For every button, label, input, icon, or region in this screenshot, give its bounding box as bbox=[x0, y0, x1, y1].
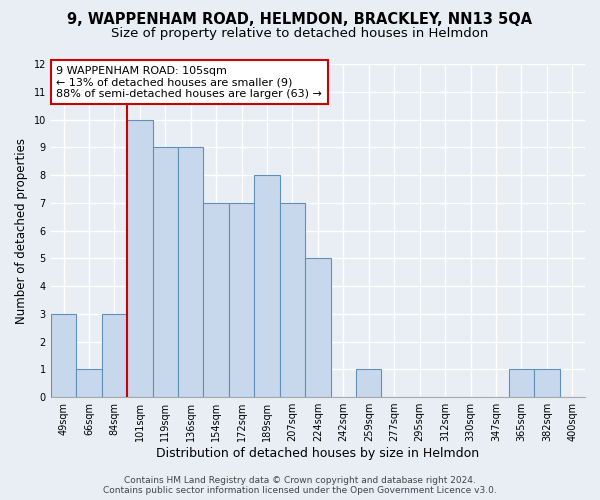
Bar bbox=[178, 148, 203, 397]
Bar bbox=[280, 203, 305, 397]
Bar bbox=[152, 148, 178, 397]
Bar bbox=[534, 370, 560, 397]
Text: 9 WAPPENHAM ROAD: 105sqm
← 13% of detached houses are smaller (9)
88% of semi-de: 9 WAPPENHAM ROAD: 105sqm ← 13% of detach… bbox=[56, 66, 322, 99]
Bar bbox=[101, 314, 127, 397]
X-axis label: Distribution of detached houses by size in Helmdon: Distribution of detached houses by size … bbox=[157, 447, 479, 460]
Bar bbox=[76, 370, 101, 397]
Text: 9, WAPPENHAM ROAD, HELMDON, BRACKLEY, NN13 5QA: 9, WAPPENHAM ROAD, HELMDON, BRACKLEY, NN… bbox=[67, 12, 533, 28]
Bar bbox=[203, 203, 229, 397]
Y-axis label: Number of detached properties: Number of detached properties bbox=[15, 138, 28, 324]
Bar bbox=[229, 203, 254, 397]
Text: Size of property relative to detached houses in Helmdon: Size of property relative to detached ho… bbox=[112, 28, 488, 40]
Bar bbox=[305, 258, 331, 397]
Bar bbox=[127, 120, 152, 397]
Text: Contains HM Land Registry data © Crown copyright and database right 2024.
Contai: Contains HM Land Registry data © Crown c… bbox=[103, 476, 497, 495]
Bar bbox=[356, 370, 382, 397]
Bar bbox=[509, 370, 534, 397]
Bar bbox=[254, 175, 280, 397]
Bar bbox=[51, 314, 76, 397]
